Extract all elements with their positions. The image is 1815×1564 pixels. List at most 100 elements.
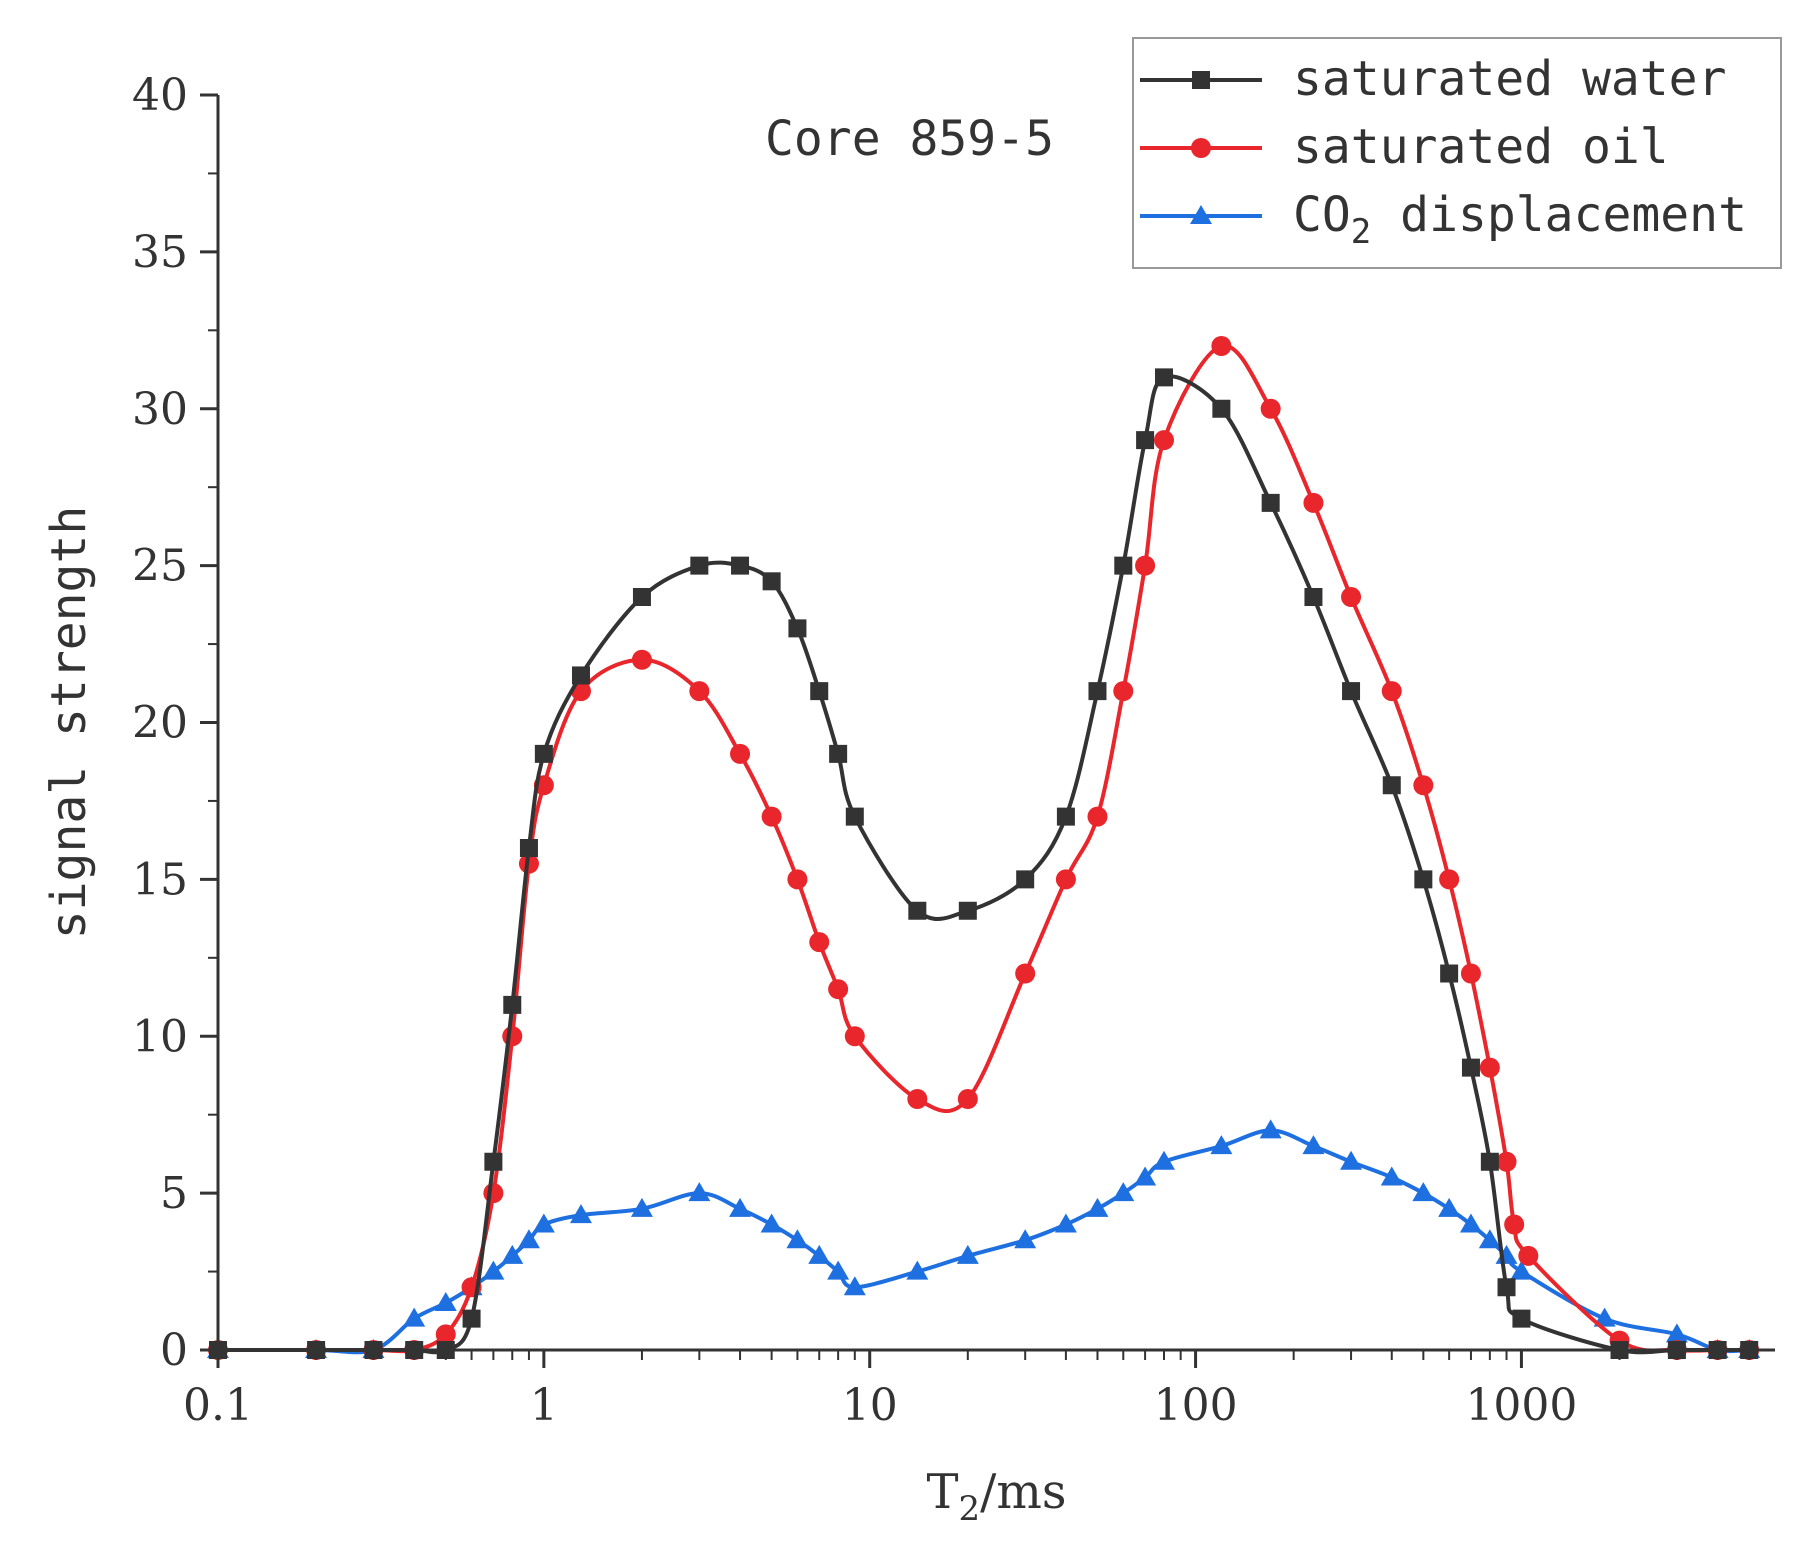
data-point [1593,1307,1616,1327]
y-tick-label: 30 [132,384,188,435]
data-point [534,744,553,763]
data-point [482,1260,505,1280]
data-point [762,572,781,591]
legend: saturated water saturated oil CO2 displace… [1132,37,1782,269]
data-point [1086,1197,1109,1217]
legend-label-main: CO [1293,187,1351,243]
data-point [845,807,864,826]
data-point [1260,398,1281,419]
data-point [1211,336,1232,356]
y-tick-label: 10 [132,1011,188,1062]
data-point [1518,1245,1539,1266]
data-point [1412,1182,1435,1202]
data-point [1413,775,1434,796]
data-point [484,1152,503,1171]
y-tick-label: 5 [160,1168,188,1219]
data-point [829,744,848,763]
legend-label-main: saturated oil [1293,119,1669,175]
data-point [435,1324,456,1345]
data-point [1016,870,1035,889]
legend-entry: saturated water [1140,51,1726,107]
data-point [1480,1152,1499,1171]
data-point [1302,1135,1325,1155]
data-point [828,979,849,1000]
data-point [1504,1214,1525,1235]
data-point [1461,1058,1480,1077]
data-point [1510,1260,1533,1280]
data-point [1460,963,1481,984]
data-point [729,1197,752,1217]
data-point [1087,806,1108,827]
chart-annotation: Core 859-5 [765,111,1054,167]
data-point [731,556,750,575]
data-point [843,1276,866,1296]
legend-label-main: saturated water [1293,51,1726,107]
data-point [907,1089,928,1109]
data-point [1210,1135,1233,1155]
data-point [569,1204,592,1224]
data-point [1382,776,1401,795]
y-tick-label: 35 [132,227,188,278]
data-point [1414,870,1433,889]
legend-label: saturated water [1293,51,1726,107]
data-point [957,1089,978,1109]
data-point [434,1291,457,1311]
data-point [502,1026,523,1047]
legend-label-sub: 2 [1351,212,1371,252]
data-point [1136,431,1155,450]
data-point [788,619,807,638]
data-point [1496,1151,1517,1172]
data-point [958,901,977,920]
data-point [689,681,710,702]
data-point [1340,1150,1363,1170]
x-axis-title-rest: /ms [980,1464,1066,1520]
y-tick-label: 25 [132,541,188,592]
x-axis-title-sub: 2 [959,1489,981,1529]
data-point [1014,1229,1037,1249]
data-point [1439,869,1460,890]
data-point [908,901,927,920]
y-tick-label: 0 [160,1325,188,1376]
data-point [1478,1229,1501,1249]
data-point [1113,681,1134,702]
axis-layer: 0 5 10 15 20 25 30 35 40 0.1 1 10 100 1000 signal stre… [41,70,1775,1529]
data-point [1135,555,1156,576]
x-tick-label: 100 [1154,1380,1238,1431]
y-tick-label: 40 [132,70,188,121]
x-axis-title-main: T [927,1464,959,1520]
data-point [787,869,808,890]
data-point [730,743,751,764]
data-point [630,1197,653,1217]
data-point [1303,492,1324,513]
legend-label: saturated oil [1293,119,1669,175]
data-point [1512,1309,1531,1328]
legend-marker [1192,71,1210,89]
data-point [1381,681,1402,702]
data-point [503,995,522,1014]
data-point [1088,682,1107,701]
data-point [483,1183,504,1204]
x-tick-label: 0.1 [183,1380,253,1431]
data-point [1459,1213,1482,1233]
data-point [906,1260,929,1280]
y-tick-label: 15 [132,854,188,905]
x-tick-label: 1 [530,1380,558,1431]
data-point [761,806,782,827]
data-point [1380,1166,1403,1186]
legend-label-rest: displacement [1371,187,1747,243]
x-axis-title: T2/ms [927,1464,1067,1529]
data-point [1056,807,1075,826]
data-point [1153,430,1174,451]
x-tick-label: 1000 [1465,1380,1577,1431]
data-point [827,1260,850,1280]
legend-entry: CO2 displacement [1140,187,1747,252]
data-point [786,1229,809,1249]
y-axis-title: signal strength [41,506,97,939]
data-point [1304,588,1323,606]
data-point [1112,1182,1135,1202]
data-point [1479,1057,1500,1078]
data-point [632,588,651,606]
data-point [519,839,538,857]
data-point [403,1307,426,1327]
